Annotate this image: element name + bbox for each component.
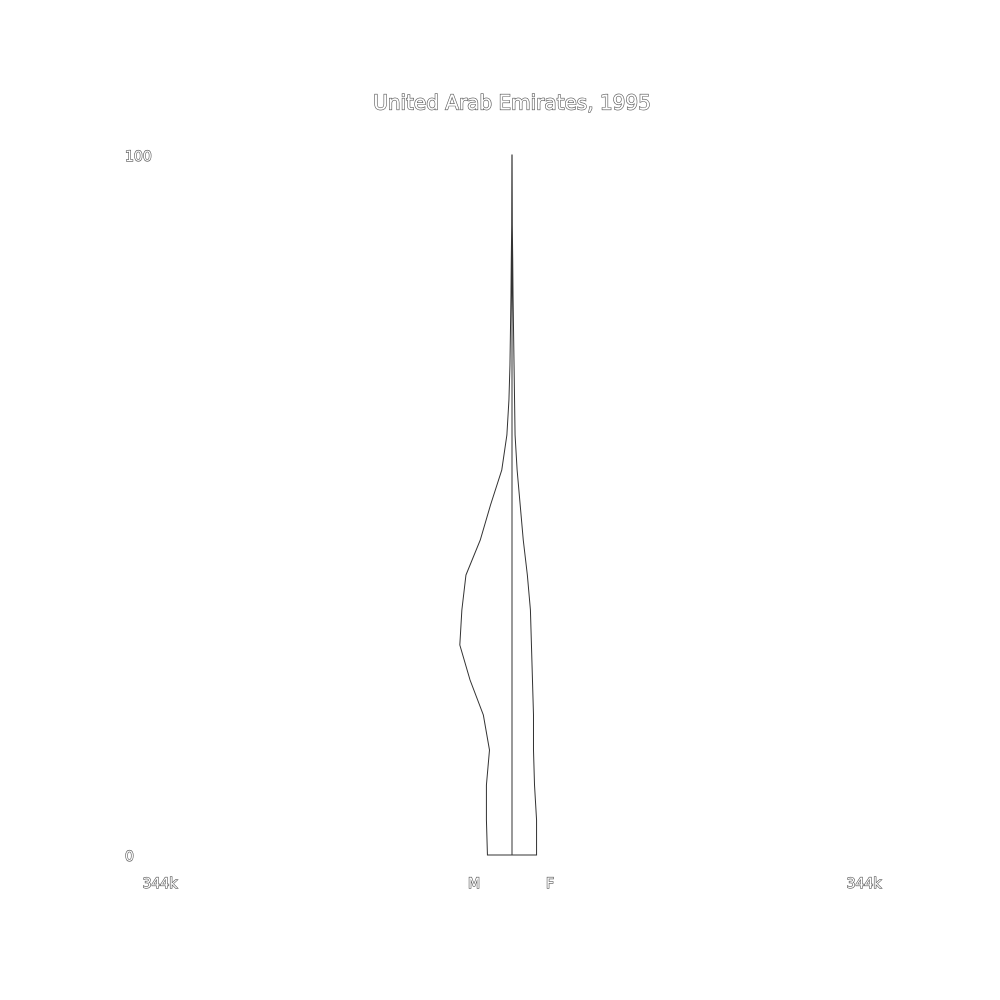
chart-title: United Arab Emirates, 1995	[373, 91, 651, 115]
y-tick-label: 100	[125, 149, 152, 165]
pyramid-side	[459, 154, 513, 856]
y-tick-label: 0	[125, 849, 134, 865]
x-tick-label: 344k	[847, 876, 883, 892]
legend-label: F	[546, 876, 554, 892]
legend-label: M	[468, 876, 480, 892]
x-tick-label: 344k	[143, 876, 179, 892]
pyramid-side	[511, 154, 538, 856]
